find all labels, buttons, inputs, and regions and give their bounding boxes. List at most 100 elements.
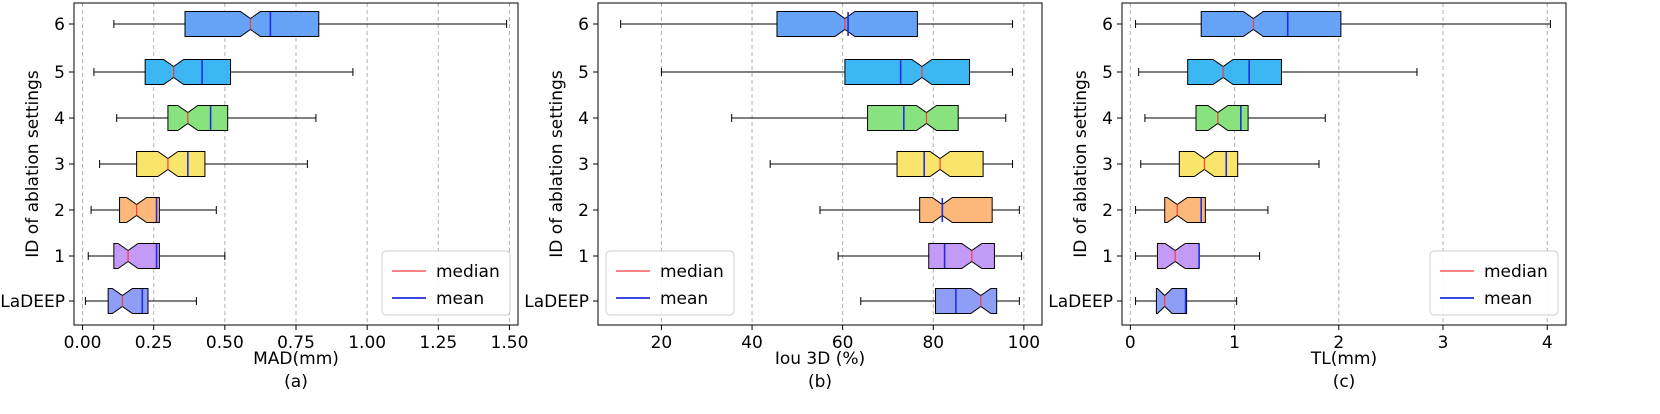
- x-tick-label: 80: [922, 333, 944, 353]
- box-5: 5: [578, 59, 1014, 85]
- y-tick-label: 5: [54, 63, 65, 83]
- y-tick-label: 6: [578, 15, 589, 35]
- y-axis-label: ID of ablation settings: [1071, 70, 1091, 258]
- box-body: [1200, 11, 1342, 37]
- legend-label-mean: mean: [436, 289, 484, 309]
- box-LaDEEP: LaDEEP: [1048, 288, 1238, 314]
- legend-label-median: median: [660, 262, 724, 282]
- x-tick-label: 0: [1125, 333, 1136, 353]
- x-tick-label: 40: [741, 333, 763, 353]
- box-LaDEEP: LaDEEP: [0, 288, 197, 314]
- legend-label-median: median: [1484, 262, 1548, 282]
- box-body: [136, 151, 206, 177]
- panel-label: (a): [284, 372, 308, 392]
- panel-label: (b): [808, 372, 832, 392]
- box-LaDEEP: LaDEEP: [524, 288, 1020, 314]
- y-tick-label: 2: [54, 201, 65, 221]
- y-tick-label: 6: [54, 15, 65, 35]
- box-body: [1178, 151, 1239, 177]
- box-body: [184, 11, 320, 37]
- x-tick-label: 0.00: [64, 333, 102, 353]
- box-6: 6: [1102, 11, 1551, 37]
- y-tick-label: 1: [54, 247, 65, 267]
- x-tick-label: 1.50: [491, 333, 529, 353]
- box-3: 3: [578, 151, 1014, 177]
- legend: median mean: [605, 250, 735, 316]
- y-tick-label: 1: [578, 247, 589, 267]
- box-1: 1: [578, 243, 1023, 269]
- box-body: [119, 197, 160, 223]
- box-body: [167, 105, 229, 131]
- box-body: [867, 105, 959, 131]
- box-body: [919, 197, 993, 223]
- x-tick-label: 1: [1229, 333, 1240, 353]
- y-tick-label: 3: [54, 155, 65, 175]
- y-tick-label: 5: [578, 63, 589, 83]
- box-3: 3: [1102, 151, 1320, 177]
- x-tick-label: 0.75: [277, 333, 315, 353]
- x-tick-label: 20: [651, 333, 673, 353]
- y-axis-label: ID of ablation settings: [23, 70, 43, 258]
- box-6: 6: [578, 11, 1014, 37]
- y-tick-label: 3: [1102, 155, 1113, 175]
- y-tick-label: 2: [1102, 201, 1113, 221]
- box-body: [1195, 105, 1249, 131]
- panel-2: 6 5 4 3 2 1 LaDEEP 20 40 60 80 100 Iou 3D (%) (b) ID o…: [524, 2, 1043, 392]
- plot-frame: [597, 2, 1043, 326]
- y-axis-label: ID of ablation settings: [547, 70, 567, 258]
- box-1: 1: [54, 243, 226, 269]
- box-4: 4: [578, 105, 1007, 131]
- legend-label-mean: mean: [660, 289, 708, 309]
- y-tick-label: 1: [1102, 247, 1113, 267]
- y-tick-label: 2: [578, 201, 589, 221]
- y-tick-label: 5: [1102, 63, 1113, 83]
- box-body: [113, 243, 160, 269]
- legend-frame: [381, 250, 511, 316]
- panel-1: 6 5 4 3 2 1 LaDEEP 0.00 0.25 0.50 0.75 1.00 1.25 1.50…: [0, 2, 529, 392]
- x-tick-label: 100: [1008, 333, 1040, 353]
- x-tick-label: 0.50: [206, 333, 244, 353]
- legend-frame: [1429, 250, 1559, 316]
- box-4: 4: [54, 105, 317, 131]
- legend-label-mean: mean: [1484, 289, 1532, 309]
- x-tick-label: 1.00: [348, 333, 386, 353]
- box-3: 3: [54, 151, 308, 177]
- box-2: 2: [1102, 197, 1269, 223]
- x-axis-label: Iou 3D (%): [775, 349, 865, 369]
- box-2: 2: [54, 197, 217, 223]
- x-tick-label: 3: [1438, 333, 1449, 353]
- box-body: [844, 59, 971, 85]
- y-tick-label: 3: [578, 155, 589, 175]
- box-6: 6: [54, 11, 508, 37]
- box-body: [107, 288, 149, 314]
- x-tick-label: 1.25: [419, 333, 457, 353]
- box-body: [144, 59, 232, 85]
- legend-frame: [605, 250, 735, 316]
- x-tick-label: 2: [1333, 333, 1344, 353]
- x-axis-label: TL(mm): [1310, 349, 1377, 369]
- box-5: 5: [1102, 59, 1418, 85]
- y-tick-label: 6: [1102, 15, 1113, 35]
- box-5: 5: [54, 59, 354, 85]
- box-body: [1155, 288, 1188, 314]
- box-body: [928, 243, 995, 269]
- legend: median mean: [1429, 250, 1559, 316]
- x-tick-label: 60: [832, 333, 854, 353]
- y-tick-label: 4: [54, 109, 65, 129]
- legend-label-median: median: [436, 262, 500, 282]
- x-axis-label: MAD(mm): [253, 349, 339, 369]
- y-tick-label: 4: [1102, 109, 1113, 129]
- legend: median mean: [381, 250, 511, 316]
- y-tick-label: LaDEEP: [1048, 292, 1113, 312]
- box-body: [1187, 59, 1282, 85]
- y-tick-label: 4: [578, 109, 589, 129]
- box-body: [776, 11, 918, 37]
- x-tick-label: 4: [1542, 333, 1553, 353]
- panel-3: 6 5 4 3 2 1 LaDEEP 0 1 2 3 4 TL(mm) (c) ID of ablation…: [1048, 2, 1567, 392]
- x-tick-label: 0.25: [135, 333, 173, 353]
- y-tick-label: LaDEEP: [524, 292, 589, 312]
- box-body: [1164, 197, 1206, 223]
- panel-label: (c): [1333, 372, 1356, 392]
- box-4: 4: [1102, 105, 1326, 131]
